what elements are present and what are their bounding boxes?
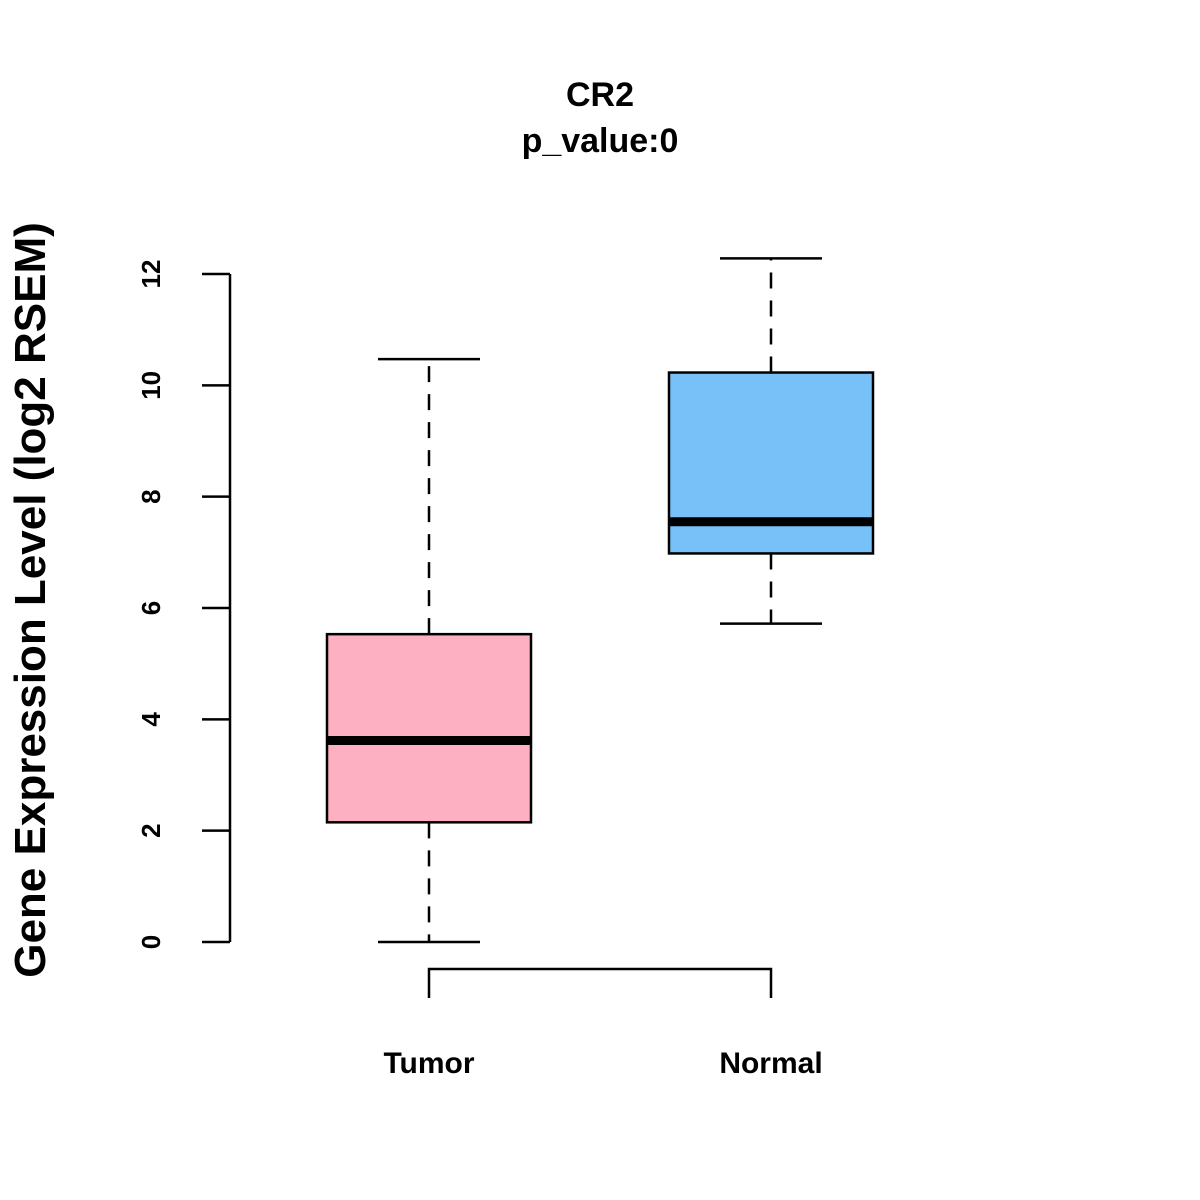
y-axis-label: Gene Expression Level (log2 RSEM) <box>6 222 55 978</box>
y-axis: 0 2 4 6 8 10 12 <box>136 260 232 949</box>
boxes <box>325 257 875 944</box>
box-normal <box>667 257 875 625</box>
y-tick-label: 6 <box>136 601 166 615</box>
y-tick-label: 0 <box>136 935 166 949</box>
bracket-line <box>427 967 773 998</box>
y-tick-label: 10 <box>136 371 166 400</box>
y-tick-label: 4 <box>136 712 166 727</box>
category-labels: Tumor Normal <box>383 1047 822 1080</box>
y-tick-label: 2 <box>136 823 166 837</box>
category-label-tumor: Tumor <box>383 1047 474 1080</box>
category-label-normal: Normal <box>719 1047 822 1080</box>
iqr-box <box>325 632 533 824</box>
comparison-bracket <box>427 967 773 998</box>
y-tick-label: 8 <box>136 489 166 503</box>
chart-title: CR2 <box>566 76 634 114</box>
y-tick-label: 12 <box>136 260 166 289</box>
chart-subtitle: p_value:0 <box>522 122 679 160</box>
box-tumor <box>325 357 533 944</box>
iqr-box <box>667 371 875 555</box>
